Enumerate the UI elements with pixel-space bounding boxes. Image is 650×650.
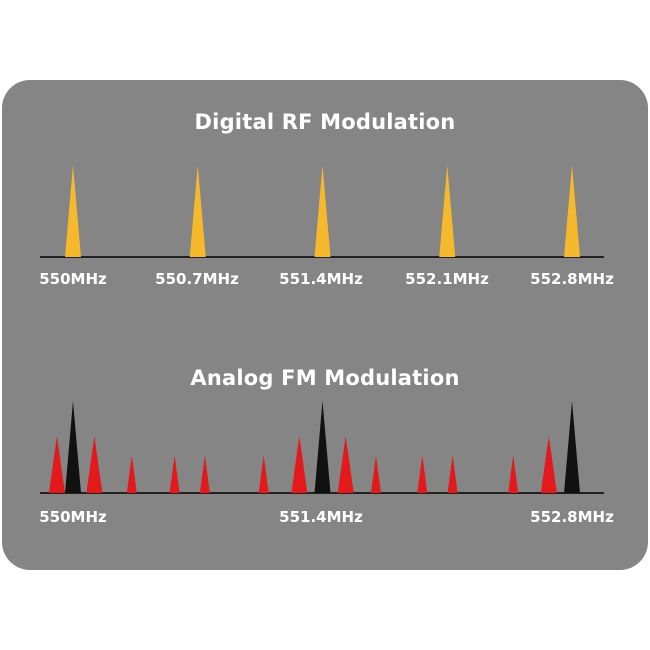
digital-peak-0	[65, 165, 81, 257]
digital-peak-1	[189, 165, 206, 257]
digital-label-551-4: 551.4MHz	[279, 270, 363, 288]
analog-peak-14	[540, 435, 557, 493]
digital-peak-2	[314, 165, 331, 257]
analog-peak-11	[417, 455, 428, 493]
analog-peak-5	[199, 455, 210, 493]
analog-spectrum	[40, 401, 604, 494]
analog-peak-15	[564, 401, 580, 493]
analog-peak-1	[65, 401, 81, 493]
analog-title: Analog FM Modulation	[190, 366, 460, 390]
digital-peak-3	[439, 165, 456, 257]
analog-peak-10	[370, 455, 381, 493]
analog-label-552-8: 552.8MHz	[530, 508, 614, 526]
analog-peak-2	[86, 435, 103, 493]
digital-title: Digital RF Modulation	[194, 110, 456, 134]
digital-label-552-8: 552.8MHz	[530, 270, 614, 288]
digital-peak-4	[564, 165, 580, 257]
analog-peak-7	[291, 435, 308, 493]
analog-peak-4	[169, 455, 180, 493]
analog-peak-6	[258, 455, 269, 493]
analog-peak-12	[447, 455, 458, 493]
analog-peak-13	[508, 455, 519, 493]
digital-spectrum	[40, 165, 604, 258]
analog-peak-3	[126, 455, 137, 493]
digital-label-550-7: 550.7MHz	[155, 270, 239, 288]
analog-label-550: 550MHz	[39, 508, 107, 526]
analog-peak-9	[337, 435, 354, 493]
digital-label-550: 550MHz	[39, 270, 107, 288]
digital-label-552-1: 552.1MHz	[405, 270, 489, 288]
analog-peak-0	[48, 435, 65, 493]
analog-label-551-4: 551.4MHz	[279, 508, 363, 526]
analog-peak-8	[314, 401, 331, 493]
